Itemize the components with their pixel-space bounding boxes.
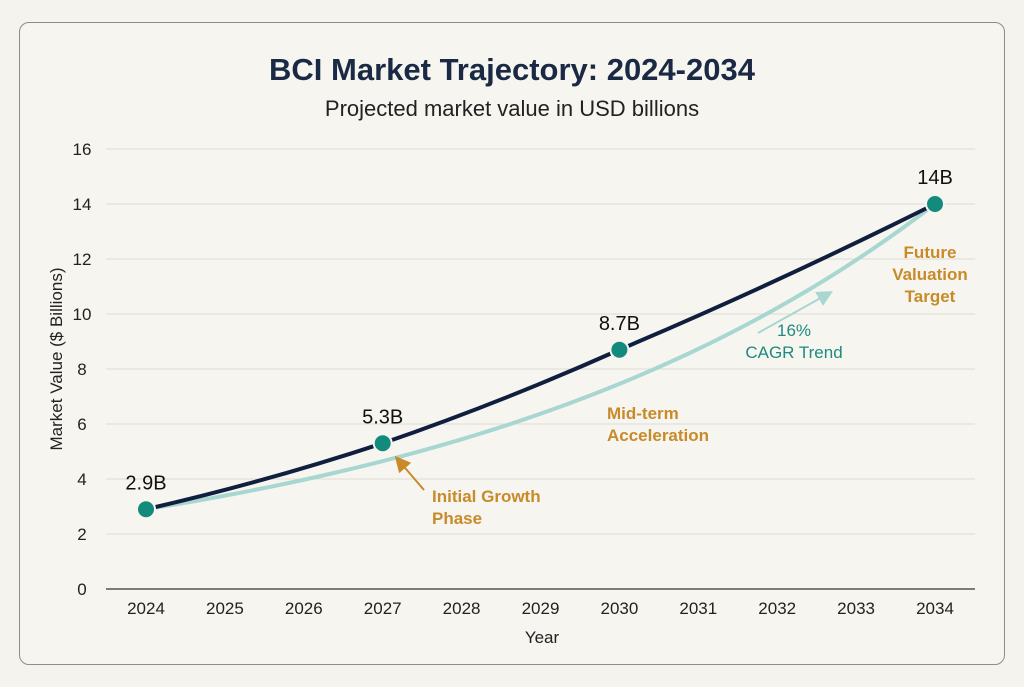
y-tick-label: 14 bbox=[73, 195, 92, 214]
data-label: 14B bbox=[917, 167, 953, 189]
main-series-line bbox=[145, 202, 936, 512]
data-label: 5.3B bbox=[362, 406, 403, 428]
annotation-text: CAGR Trend bbox=[745, 343, 842, 362]
y-tick-label: 6 bbox=[77, 415, 86, 434]
x-tick-label: 2030 bbox=[600, 599, 638, 618]
data-point bbox=[609, 339, 630, 360]
x-tick-label: 2031 bbox=[679, 599, 717, 618]
trend-line bbox=[145, 202, 937, 512]
annotation-text: Valuation bbox=[892, 265, 968, 284]
y-tick-label: 4 bbox=[77, 470, 86, 489]
y-tick-label: 0 bbox=[77, 580, 86, 599]
x-tick-label: 2033 bbox=[837, 599, 875, 618]
annotation-text: Phase bbox=[432, 509, 482, 528]
y-axis-label: Market Value ($ Billions) bbox=[47, 268, 66, 451]
x-tick-label: 2032 bbox=[758, 599, 796, 618]
data-label: 2.9B bbox=[125, 472, 166, 494]
data-point bbox=[136, 499, 156, 520]
x-tick-label: 2034 bbox=[916, 599, 954, 618]
annotation-text: Future bbox=[904, 243, 957, 262]
data-point bbox=[372, 433, 393, 454]
x-tick-label: 2029 bbox=[522, 599, 560, 618]
x-tick-label: 2025 bbox=[206, 599, 244, 618]
trend-arrow bbox=[757, 291, 833, 334]
annotation-text: Acceleration bbox=[607, 426, 709, 445]
y-tick-label: 10 bbox=[73, 305, 92, 324]
y-tick-label: 2 bbox=[77, 525, 86, 544]
x-tick-label: 2026 bbox=[285, 599, 323, 618]
annotation-arrow bbox=[394, 455, 425, 491]
chart-card bbox=[19, 22, 1005, 665]
chart-title: BCI Market Trajectory: 2024-2034 bbox=[269, 52, 755, 87]
annotation-text: 16% bbox=[777, 321, 811, 340]
x-axis-label: Year bbox=[525, 628, 560, 647]
x-tick-label: 2027 bbox=[364, 599, 402, 618]
data-point bbox=[925, 194, 945, 214]
chart-subtitle: Projected market value in USD billions bbox=[324, 96, 700, 121]
data-label: 8.7B bbox=[599, 313, 640, 335]
annotation-text: Target bbox=[905, 287, 956, 306]
annotation-text: Mid-term bbox=[607, 404, 679, 423]
y-tick-label: 16 bbox=[73, 140, 92, 159]
x-tick-label: 2028 bbox=[443, 599, 481, 618]
annotation-text: Initial Growth bbox=[432, 487, 541, 506]
y-tick-label: 12 bbox=[73, 250, 92, 269]
x-tick-label: 2024 bbox=[127, 599, 165, 618]
y-tick-label: 8 bbox=[77, 360, 86, 379]
